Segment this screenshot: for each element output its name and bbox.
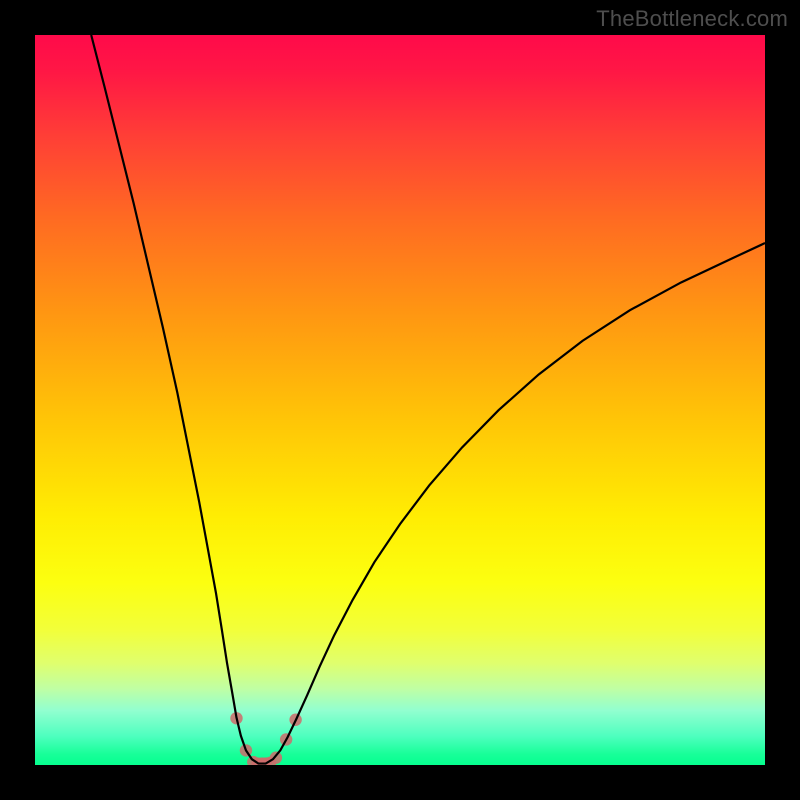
trough-marker [270,752,282,764]
bottleneck-curve [35,35,765,765]
curve-line [91,35,765,764]
watermark-text: TheBottleneck.com [596,6,788,32]
plot-area [35,35,765,765]
